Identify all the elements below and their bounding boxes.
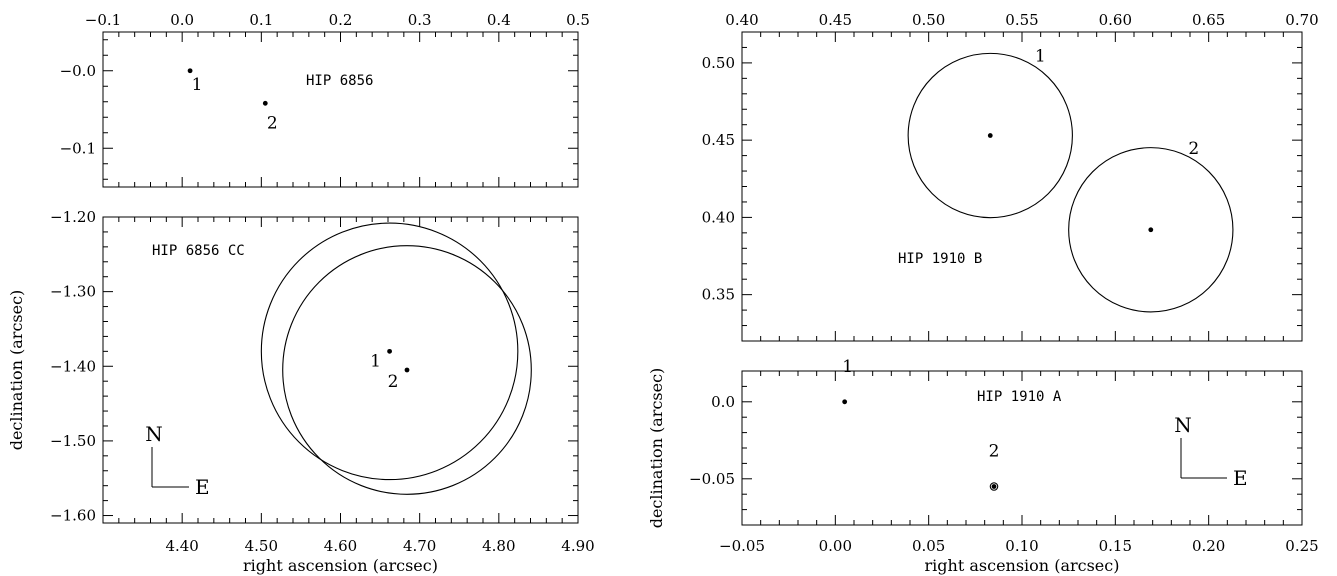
panel-right-bottom-point-label-1: 1 bbox=[842, 357, 853, 377]
panel-left-top-point-label-1: 1 bbox=[192, 75, 203, 95]
panel-left-bottom-point-label-2: 2 bbox=[388, 372, 399, 392]
panel-right-bottom-x-tick-label: 0.00 bbox=[819, 537, 852, 555]
panel-right-bottom-error-circle bbox=[989, 482, 999, 491]
panel-right-bottom-x-tick-label: 0.15 bbox=[1099, 537, 1132, 555]
panel-right-top-point-label-2: 2 bbox=[1188, 139, 1199, 159]
panel-left-bottom-x-tick-label: 4.40 bbox=[165, 537, 198, 555]
panel-left-bottom-point-label-1: 1 bbox=[370, 351, 381, 371]
panel-right-top-point-label-1: 1 bbox=[1035, 47, 1046, 67]
panel-right-bottom-point-2 bbox=[991, 484, 997, 489]
panel-left-bottom-y-tick-label: −1.40 bbox=[50, 357, 96, 375]
panel-right-top-x-tick-label: 0.60 bbox=[1099, 11, 1132, 29]
panel-left-bottom-compass-north-label: N bbox=[145, 422, 163, 446]
panel-left-bottom-x-tick-label: 4.60 bbox=[324, 537, 357, 555]
panel-left-bottom-y-tick-label: −1.30 bbox=[50, 283, 96, 301]
panel-right-bottom-x-tick-label: 0.10 bbox=[1005, 537, 1038, 555]
panel-left-bottom-x-axis-title: right ascension (arcsec) bbox=[243, 556, 438, 575]
panel-left-bottom-x-tick-label: 4.50 bbox=[245, 537, 278, 555]
panel-left-top-y-tick-label: −0.0 bbox=[60, 62, 96, 80]
panel-left-top-point-2 bbox=[262, 100, 268, 106]
panel-right-bottom-x-tick-label: 0.25 bbox=[1285, 537, 1318, 555]
panel-left-top-x-tick-label: 0.4 bbox=[487, 11, 511, 29]
panel-left-top-annotation: HIP 6856 bbox=[306, 73, 373, 89]
panel-left-bottom-error-circle bbox=[260, 222, 519, 481]
panel-left-bottom-y-axis-title: declination (arcsec) bbox=[7, 290, 26, 451]
panel-right-top-x-tick-label: 0.70 bbox=[1285, 11, 1318, 29]
panel-right-bottom-compass-east-label: E bbox=[1233, 466, 1248, 490]
panel-right-bottom-y-tick-label: −0.05 bbox=[689, 470, 735, 488]
panel-left-top-x-tick-label: 0.1 bbox=[249, 11, 273, 29]
panel-left-bottom-x-tick-label: 4.70 bbox=[403, 537, 436, 555]
panel-left-top-y-tick-label: −0.1 bbox=[60, 139, 96, 157]
panel-left-top-point-1 bbox=[187, 68, 193, 74]
panel-right-bottom-y-tick-label: 0.0 bbox=[711, 393, 735, 411]
panel-right-top-point-1 bbox=[987, 133, 993, 138]
panel-right-top-annotation: HIP 1910 B bbox=[898, 251, 982, 267]
panel-right-top-x-tick-label: 0.40 bbox=[725, 11, 758, 29]
panel-right-bottom-x-axis-title: right ascension (arcsec) bbox=[925, 556, 1120, 575]
panel-right-top-x-tick-label: 0.65 bbox=[1192, 11, 1225, 29]
panel-left-bottom-error-circle bbox=[282, 245, 532, 495]
panel-right-bottom-x-tick-label: 0.05 bbox=[912, 537, 945, 555]
panel-left-bottom-compass-east-label: E bbox=[195, 475, 210, 499]
panel-right-bottom-x-tick-label: 0.20 bbox=[1192, 537, 1225, 555]
panel-left-top-x-tick-label: −0.1 bbox=[85, 11, 121, 29]
panel-left-bottom-y-tick-label: −1.20 bbox=[50, 208, 96, 226]
panel-left-bottom-x-tick-label: 4.80 bbox=[482, 537, 515, 555]
panel-left-bottom-annotation: HIP 6856 CC bbox=[152, 243, 245, 259]
panel-right-top-frame bbox=[741, 31, 1303, 342]
panel-left-bottom-frame bbox=[102, 216, 579, 524]
panel-left-top-x-tick-label: 0.5 bbox=[566, 11, 590, 29]
panel-right-top-y-tick-label: 0.40 bbox=[702, 208, 735, 226]
panel-right-bottom-y-axis-title: declination (arcsec) bbox=[647, 368, 666, 529]
panel-right-bottom-x-tick-label: −0.05 bbox=[719, 537, 765, 555]
panel-right-top-point-2 bbox=[1148, 227, 1154, 233]
panel-right-bottom-point-label-2: 2 bbox=[989, 442, 1000, 462]
panel-left-bottom-point-1 bbox=[387, 348, 392, 354]
panel-right-top-error-circle bbox=[1068, 147, 1234, 313]
panel-right-top-x-tick-label: 0.55 bbox=[1005, 11, 1038, 29]
panel-right-top-x-tick-label: 0.50 bbox=[912, 11, 945, 29]
panel-right-bottom-compass-north-label: N bbox=[1174, 413, 1192, 437]
panel-right-bottom-annotation: HIP 1910 A bbox=[977, 389, 1062, 405]
panel-right-top-y-tick-label: 0.35 bbox=[702, 286, 735, 304]
panel-right-bottom-point-1 bbox=[842, 399, 848, 405]
panel-left-bottom-y-tick-label: −1.50 bbox=[50, 432, 96, 450]
panel-left-top-frame bbox=[102, 31, 579, 188]
panel-right-top-y-tick-label: 0.50 bbox=[702, 54, 735, 72]
panel-left-top-x-tick-label: 0.3 bbox=[408, 11, 432, 29]
panel-left-bottom-y-tick-label: −1.60 bbox=[50, 507, 96, 525]
panel-left-bottom-point-2 bbox=[404, 367, 410, 373]
panel-right-top-y-tick-label: 0.45 bbox=[702, 131, 735, 149]
panel-right-top-error-circle bbox=[907, 52, 1073, 219]
panel-left-top-point-label-2: 2 bbox=[267, 113, 278, 133]
panel-left-bottom-x-tick-label: 4.90 bbox=[561, 537, 594, 555]
panel-right-top-x-tick-label: 0.45 bbox=[819, 11, 852, 29]
panel-left-top-x-tick-label: 0.0 bbox=[170, 11, 194, 29]
panel-left-top-x-tick-label: 0.2 bbox=[329, 11, 353, 29]
